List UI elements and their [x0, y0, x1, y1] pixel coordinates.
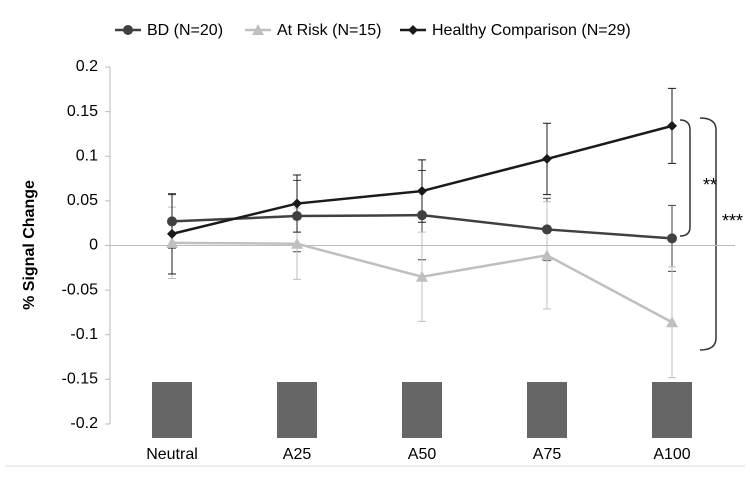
y-tick-label: -0.15	[62, 371, 99, 388]
marker	[541, 249, 553, 261]
y-axis-label: % Signal Change	[21, 180, 38, 310]
face-image	[527, 382, 567, 438]
x-tick-label: Neutral	[146, 446, 198, 463]
brackets	[679, 117, 717, 351]
y-tick-label: -0.2	[70, 415, 98, 432]
y-tick-label: -0.05	[62, 281, 99, 298]
y-tick-label: 0.15	[67, 103, 98, 120]
marker	[408, 25, 418, 35]
y-tick-label: 0.2	[76, 58, 98, 75]
face-images	[152, 382, 692, 438]
marker	[542, 224, 552, 235]
face-image	[277, 382, 317, 438]
legend-label: Healthy Comparison (N=29)	[432, 22, 631, 39]
x-tick-label: A100	[653, 446, 690, 463]
marker	[167, 216, 177, 227]
x-tick-label: A50	[408, 446, 437, 463]
face-image	[652, 382, 692, 438]
annotation: ***	[722, 211, 743, 231]
y-tick-label: 0.05	[67, 192, 98, 209]
x-tick-label: A75	[533, 446, 562, 463]
marker	[167, 228, 177, 239]
marker	[291, 237, 303, 249]
annotation: **	[703, 175, 717, 195]
marker	[292, 211, 302, 222]
marker	[123, 25, 133, 35]
marker	[416, 270, 428, 282]
marker	[292, 198, 302, 209]
marker	[166, 236, 178, 248]
y-tick-label: 0.1	[76, 147, 98, 164]
marker	[667, 233, 677, 244]
face-image	[152, 382, 192, 438]
y-tick-label: 0	[89, 237, 98, 254]
y-tick-label: -0.1	[70, 326, 98, 343]
marker	[417, 186, 427, 197]
marker	[417, 210, 427, 221]
face-image	[402, 382, 442, 438]
marker	[542, 153, 552, 164]
marker	[667, 120, 677, 131]
legend-label: At Risk (N=15)	[277, 22, 381, 39]
x-tick-label: A25	[283, 446, 312, 463]
marker	[252, 24, 264, 35]
legend-label: BD (N=20)	[147, 22, 223, 39]
marker	[666, 316, 678, 328]
